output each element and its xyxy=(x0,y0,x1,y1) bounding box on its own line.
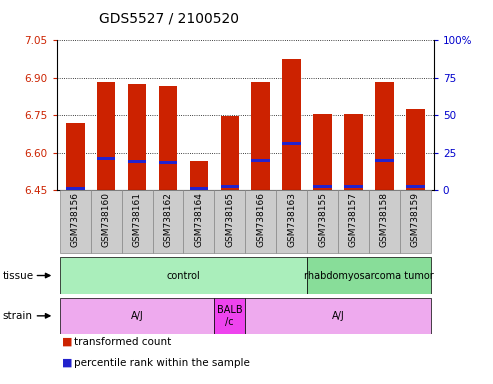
Bar xyxy=(66,187,84,190)
Bar xyxy=(400,190,431,253)
Text: A/J: A/J xyxy=(332,311,345,321)
Bar xyxy=(60,257,307,294)
Text: GSM738157: GSM738157 xyxy=(349,192,358,247)
Bar xyxy=(97,81,115,190)
Text: BALB
/c: BALB /c xyxy=(217,305,243,327)
Bar xyxy=(97,157,115,161)
Text: GSM738162: GSM738162 xyxy=(164,192,173,247)
Bar xyxy=(128,84,146,190)
Text: strain: strain xyxy=(2,311,33,321)
Bar xyxy=(190,187,208,190)
Text: GSM738166: GSM738166 xyxy=(256,192,265,247)
Bar xyxy=(406,185,424,188)
Text: control: control xyxy=(167,270,200,281)
Bar xyxy=(313,114,332,190)
Text: GSM738156: GSM738156 xyxy=(70,192,80,247)
Text: GSM738163: GSM738163 xyxy=(287,192,296,247)
Bar xyxy=(344,185,363,188)
Bar xyxy=(60,190,91,253)
Bar xyxy=(251,159,270,162)
Bar xyxy=(183,190,214,253)
Bar xyxy=(91,190,122,253)
Bar xyxy=(214,190,245,253)
Text: GSM738164: GSM738164 xyxy=(194,192,204,247)
Bar xyxy=(251,81,270,190)
Bar xyxy=(190,161,208,190)
Bar xyxy=(307,257,431,294)
Bar xyxy=(214,298,245,334)
Bar xyxy=(406,109,424,190)
Bar xyxy=(245,190,276,253)
Bar xyxy=(159,86,177,190)
Text: percentile rank within the sample: percentile rank within the sample xyxy=(74,358,250,368)
Bar xyxy=(128,160,146,163)
Bar xyxy=(307,190,338,253)
Bar xyxy=(282,142,301,146)
Bar xyxy=(276,190,307,253)
Bar xyxy=(344,114,363,190)
Bar xyxy=(338,190,369,253)
Text: GSM738158: GSM738158 xyxy=(380,192,389,247)
Text: rhabdomyosarcoma tumor: rhabdomyosarcoma tumor xyxy=(304,270,434,281)
Bar xyxy=(375,159,393,162)
Bar xyxy=(369,190,400,253)
Text: tissue: tissue xyxy=(2,270,34,281)
Text: ■: ■ xyxy=(62,337,72,347)
Text: GSM738155: GSM738155 xyxy=(318,192,327,247)
Bar xyxy=(375,81,393,190)
Bar xyxy=(66,123,84,190)
Bar xyxy=(220,185,239,188)
Bar xyxy=(220,116,239,190)
Bar xyxy=(313,185,332,188)
Bar xyxy=(159,161,177,164)
Text: GSM738161: GSM738161 xyxy=(133,192,141,247)
Text: ■: ■ xyxy=(62,358,72,368)
Bar xyxy=(122,190,152,253)
Text: A/J: A/J xyxy=(131,311,143,321)
Text: GSM738160: GSM738160 xyxy=(102,192,110,247)
Text: GSM738159: GSM738159 xyxy=(411,192,420,247)
Bar xyxy=(152,190,183,253)
Bar xyxy=(282,59,301,190)
Text: transformed count: transformed count xyxy=(74,337,171,347)
Bar xyxy=(60,298,214,334)
Bar xyxy=(245,298,431,334)
Text: GDS5527 / 2100520: GDS5527 / 2100520 xyxy=(99,12,239,25)
Text: GSM738165: GSM738165 xyxy=(225,192,234,247)
